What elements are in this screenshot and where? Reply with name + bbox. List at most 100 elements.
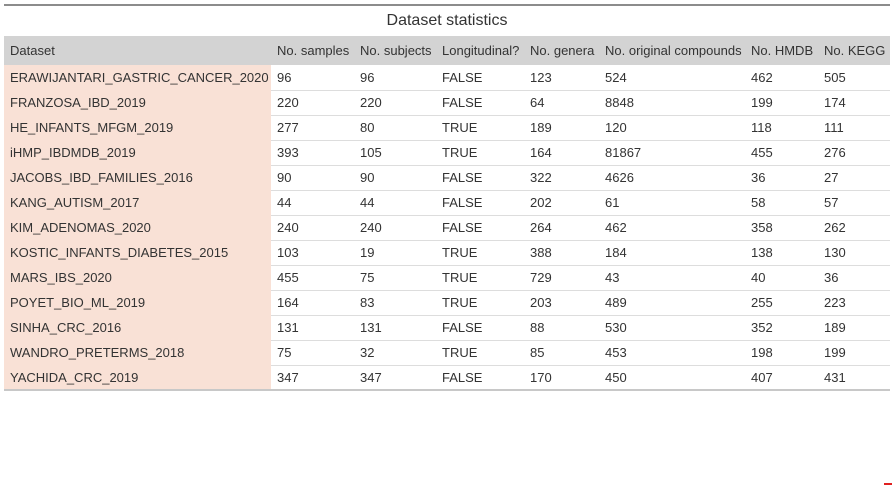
cell-no-genera: 85 bbox=[524, 340, 599, 366]
cell-no-samples: 103 bbox=[271, 240, 354, 266]
cell-dataset: POYET_BIO_ML_2019 bbox=[4, 290, 271, 316]
dataset-statistics-table: Dataset No. samples No. subjects Longitudin… bbox=[4, 36, 890, 391]
cell-no-kegg: 276 bbox=[818, 140, 890, 166]
column-header-no-genera[interactable]: No. genera bbox=[530, 43, 595, 58]
cell-no-original-compounds: 120 bbox=[599, 115, 745, 141]
cell-no-hmdb: 198 bbox=[745, 340, 818, 366]
cell-no-genera: 202 bbox=[524, 190, 599, 216]
cell-no-samples: 277 bbox=[271, 115, 354, 141]
cell-no-samples: 347 bbox=[271, 365, 354, 391]
cell-no-samples: 44 bbox=[271, 190, 354, 216]
column-header-no-kegg[interactable]: No. KEGG bbox=[824, 43, 886, 58]
cell-longitudinal: FALSE bbox=[436, 90, 524, 116]
table-header-row: Dataset No. samples No. subjects Longitudin… bbox=[4, 36, 890, 65]
top-rule bbox=[4, 4, 890, 6]
cell-no-subjects: 80 bbox=[354, 115, 436, 141]
column-header-no-hmdb[interactable]: No. HMDB bbox=[751, 43, 814, 58]
column-header-longitudinal[interactable]: Longitudinal? bbox=[442, 43, 520, 58]
cell-no-kegg: 199 bbox=[818, 340, 890, 366]
cell-no-samples: 164 bbox=[271, 290, 354, 316]
cell-no-kegg: 27 bbox=[818, 165, 890, 191]
cell-no-genera: 189 bbox=[524, 115, 599, 141]
table-row: KIM_ADENOMAS_2020 240 240 FALSE 264 462 358 262 bbox=[4, 215, 890, 241]
cell-no-original-compounds: 81867 bbox=[599, 140, 745, 166]
cell-no-original-compounds: 489 bbox=[599, 290, 745, 316]
cell-no-original-compounds: 8848 bbox=[599, 90, 745, 116]
table-row: iHMP_IBDMDB_2019 393 105 TRUE 164 81867 455 276 bbox=[4, 140, 890, 166]
cell-no-hmdb: 255 bbox=[745, 290, 818, 316]
cell-no-subjects: 90 bbox=[354, 165, 436, 191]
cell-no-hmdb: 138 bbox=[745, 240, 818, 266]
column-header-no-original-compounds[interactable]: No. original compounds bbox=[605, 43, 742, 58]
cell-no-subjects: 96 bbox=[354, 65, 436, 91]
cell-no-subjects: 105 bbox=[354, 140, 436, 166]
cell-no-kegg: 130 bbox=[818, 240, 890, 266]
table-body: ERAWIJANTARI_GASTRIC_CANCER_2020 96 96 FALS… bbox=[4, 65, 890, 391]
cell-no-kegg: 431 bbox=[818, 365, 890, 391]
cell-no-samples: 75 bbox=[271, 340, 354, 366]
cell-no-kegg: 223 bbox=[818, 290, 890, 316]
cell-dataset: JACOBS_IBD_FAMILIES_2016 bbox=[4, 165, 271, 191]
cell-no-kegg: 111 bbox=[818, 115, 890, 141]
cell-no-original-compounds: 4626 bbox=[599, 165, 745, 191]
cell-no-original-compounds: 43 bbox=[599, 265, 745, 291]
cell-longitudinal: TRUE bbox=[436, 290, 524, 316]
cell-dataset: ERAWIJANTARI_GASTRIC_CANCER_2020 bbox=[4, 65, 271, 91]
cell-no-samples: 90 bbox=[271, 165, 354, 191]
cell-longitudinal: FALSE bbox=[436, 190, 524, 216]
cell-no-subjects: 347 bbox=[354, 365, 436, 391]
cell-no-samples: 455 bbox=[271, 265, 354, 291]
cell-no-genera: 203 bbox=[524, 290, 599, 316]
cell-no-kegg: 36 bbox=[818, 265, 890, 291]
cell-no-genera: 88 bbox=[524, 315, 599, 341]
cell-no-genera: 164 bbox=[524, 140, 599, 166]
cell-longitudinal: FALSE bbox=[436, 165, 524, 191]
table-row: KANG_AUTISM_2017 44 44 FALSE 202 61 58 57 bbox=[4, 190, 890, 216]
cell-no-hmdb: 40 bbox=[745, 265, 818, 291]
cell-no-original-compounds: 524 bbox=[599, 65, 745, 91]
table-row: KOSTIC_INFANTS_DIABETES_2015 103 19 TRUE 388… bbox=[4, 240, 890, 266]
cell-dataset: FRANZOSA_IBD_2019 bbox=[4, 90, 271, 116]
cell-no-hmdb: 407 bbox=[745, 365, 818, 391]
table-row: POYET_BIO_ML_2019 164 83 TRUE 203 489 255 223 bbox=[4, 290, 890, 316]
cell-no-subjects: 19 bbox=[354, 240, 436, 266]
cell-no-subjects: 75 bbox=[354, 265, 436, 291]
cell-no-original-compounds: 453 bbox=[599, 340, 745, 366]
cell-no-subjects: 131 bbox=[354, 315, 436, 341]
cell-no-hmdb: 455 bbox=[745, 140, 818, 166]
cell-no-subjects: 220 bbox=[354, 90, 436, 116]
cell-no-kegg: 262 bbox=[818, 215, 890, 241]
cell-no-samples: 220 bbox=[271, 90, 354, 116]
table-row: FRANZOSA_IBD_2019 220 220 FALSE 64 8848 199 174 bbox=[4, 90, 890, 116]
cell-dataset: iHMP_IBDMDB_2019 bbox=[4, 140, 271, 166]
cell-no-hmdb: 36 bbox=[745, 165, 818, 191]
cell-no-genera: 264 bbox=[524, 215, 599, 241]
cell-no-samples: 96 bbox=[271, 65, 354, 91]
cell-no-kegg: 174 bbox=[818, 90, 890, 116]
table-row: YACHIDA_CRC_2019 347 347 FALSE 170 450 407 431 bbox=[4, 365, 890, 391]
cell-dataset: KANG_AUTISM_2017 bbox=[4, 190, 271, 216]
column-header-no-subjects[interactable]: No. subjects bbox=[360, 43, 432, 58]
table-row: JACOBS_IBD_FAMILIES_2016 90 90 FALSE 322 4626… bbox=[4, 165, 890, 191]
cell-no-hmdb: 358 bbox=[745, 215, 818, 241]
cell-no-original-compounds: 462 bbox=[599, 215, 745, 241]
table-row: WANDRO_PRETERMS_2018 75 32 TRUE 85 453 198 199 bbox=[4, 340, 890, 366]
cell-no-original-compounds: 450 bbox=[599, 365, 745, 391]
cell-longitudinal: FALSE bbox=[436, 315, 524, 341]
column-header-no-samples[interactable]: No. samples bbox=[277, 43, 350, 58]
cell-no-genera: 64 bbox=[524, 90, 599, 116]
cell-no-genera: 388 bbox=[524, 240, 599, 266]
cell-no-subjects: 240 bbox=[354, 215, 436, 241]
cell-no-subjects: 44 bbox=[354, 190, 436, 216]
cell-no-samples: 131 bbox=[271, 315, 354, 341]
cell-no-original-compounds: 530 bbox=[599, 315, 745, 341]
column-header-dataset[interactable]: Dataset bbox=[10, 43, 55, 58]
cell-longitudinal: TRUE bbox=[436, 140, 524, 166]
cell-no-genera: 729 bbox=[524, 265, 599, 291]
cell-no-kegg: 189 bbox=[818, 315, 890, 341]
cell-longitudinal: FALSE bbox=[436, 365, 524, 391]
cell-dataset: KIM_ADENOMAS_2020 bbox=[4, 215, 271, 241]
cell-no-genera: 322 bbox=[524, 165, 599, 191]
cell-longitudinal: TRUE bbox=[436, 240, 524, 266]
cell-longitudinal: FALSE bbox=[436, 65, 524, 91]
